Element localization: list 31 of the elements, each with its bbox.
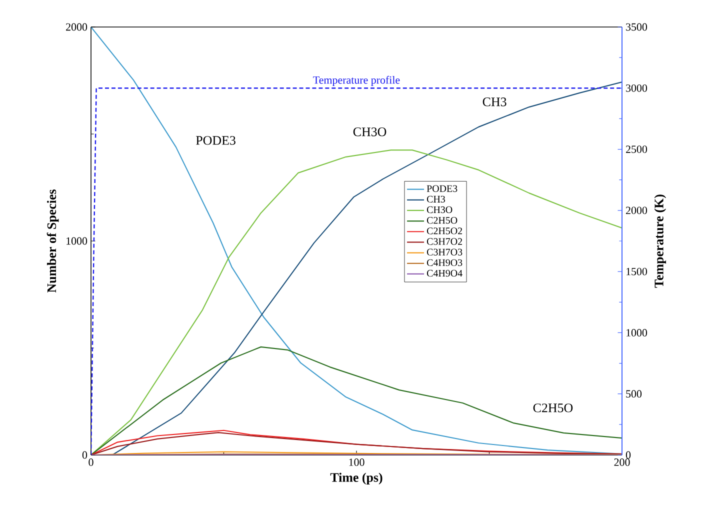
y2-tick-label: 1500 xyxy=(626,268,648,276)
y-axis-title: Number of Species xyxy=(46,190,59,293)
annotation: PODE3 xyxy=(196,136,236,145)
legend-label: CH3 xyxy=(426,196,446,203)
y2-axis-title: Temperature (K) xyxy=(654,194,666,288)
legend-label: C4H9O4 xyxy=(426,270,462,277)
legend-label: C4H9O3 xyxy=(426,259,462,266)
annotation: C2H5O xyxy=(533,404,573,412)
legend-label: C2H5O2 xyxy=(426,228,462,234)
annotation: CH3 xyxy=(482,98,506,106)
legend-label: PODE3 xyxy=(426,185,458,192)
y2-tick-label: 500 xyxy=(626,390,642,398)
legend-label: C2H5O xyxy=(426,217,458,224)
y2-tick-label: 3500 xyxy=(626,23,648,31)
legend-label: C3H7O2 xyxy=(426,238,462,245)
y2-tick-label: 2500 xyxy=(626,146,648,153)
y2-tick-label: 1000 xyxy=(626,329,648,336)
y2-tick-label: 3000 xyxy=(626,84,648,92)
x-axis-title: Time (ps) xyxy=(330,472,382,484)
x-tick-label: 200 xyxy=(614,458,630,466)
legend-label: C3H7O3 xyxy=(426,248,462,256)
series-label: Temperature profile xyxy=(313,76,400,86)
y2-tick-label: 2000 xyxy=(626,206,648,214)
y2-tick-label: 0 xyxy=(626,451,631,459)
x-tick-label: 0 xyxy=(88,458,94,466)
annotation: CH3O xyxy=(353,128,386,136)
y-tick-label: 0 xyxy=(82,451,88,459)
y-tick-label: 1000 xyxy=(66,237,88,245)
legend-label: CH3O xyxy=(426,206,452,214)
y-tick-label: 2000 xyxy=(66,23,88,31)
x-tick-label: 100 xyxy=(349,458,364,466)
